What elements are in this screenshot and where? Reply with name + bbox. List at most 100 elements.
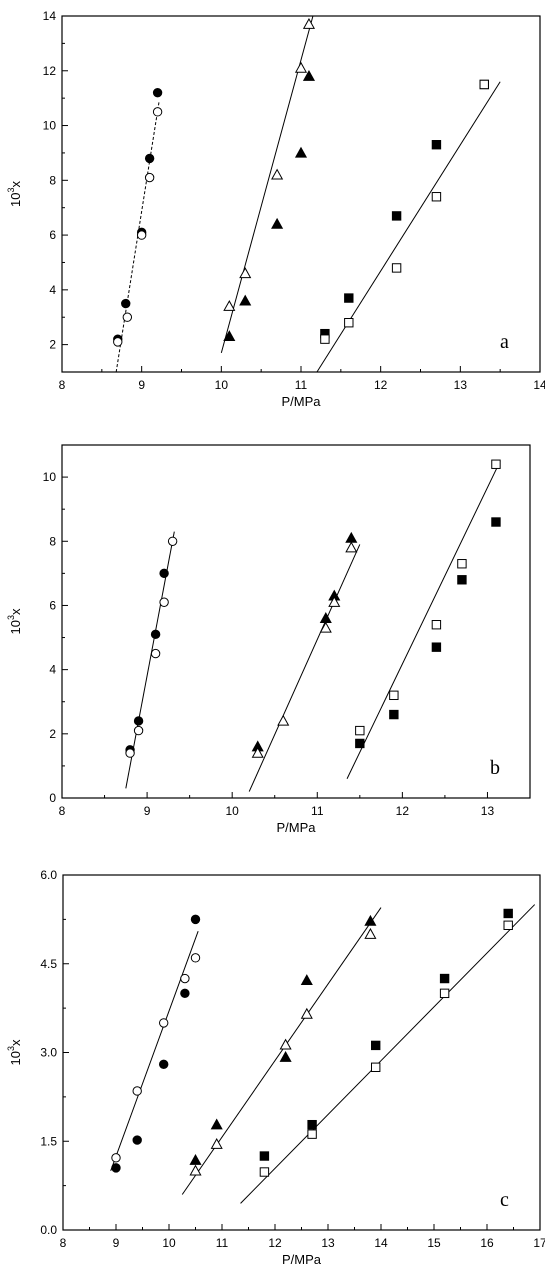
data-point-triangle-filled — [294, 146, 308, 158]
data-point-triangle-open — [302, 17, 316, 29]
x-tick-label: 17 — [533, 1236, 545, 1250]
fit-line — [110, 931, 199, 1172]
data-point-triangle-filled — [271, 217, 284, 229]
data-point-circle-filled — [159, 1059, 169, 1070]
data-point-triangle-open — [279, 1038, 292, 1050]
x-tick-label: 12 — [396, 804, 410, 818]
data-point-circle-filled — [152, 87, 163, 98]
data-point-circle-open — [152, 107, 163, 117]
data-point-circle-open — [113, 337, 123, 347]
data-point-square-open — [491, 459, 501, 469]
data-point-square-open — [503, 920, 513, 930]
y-tick-label: 12 — [43, 64, 57, 78]
y-tick-label: 1.5 — [40, 1134, 57, 1148]
y-axis-title: 103x — [6, 181, 23, 207]
y-tick-label: 8 — [49, 173, 56, 187]
y-tick-label: 0 — [49, 791, 56, 805]
y-tick-label: 2 — [49, 727, 56, 741]
data-point-square-filled — [431, 642, 442, 652]
data-point-square-open — [355, 725, 365, 736]
x-tick-label: 11 — [295, 378, 308, 392]
data-point-triangle-filled — [319, 612, 332, 623]
data-point-square-open — [431, 192, 442, 202]
fit-line — [248, 544, 361, 792]
data-point-circle-open — [132, 1086, 142, 1096]
y-tick-label: 8 — [49, 534, 56, 548]
x-tick-label: 8 — [59, 804, 66, 818]
plot-frame — [62, 874, 541, 1231]
data-point-square-open — [457, 559, 467, 569]
x-tick-label: 9 — [113, 1236, 120, 1250]
x-axis-title: P/MPa — [281, 394, 321, 409]
y-axis-title-exponent: 3 — [6, 615, 16, 620]
data-point-square-open — [320, 334, 330, 344]
data-point-square-filled — [259, 1151, 270, 1161]
data-point-triangle-filled — [189, 1153, 202, 1165]
x-tick-label: 11 — [216, 1236, 229, 1250]
data-point-triangle-open — [251, 746, 264, 758]
data-point-triangle-open — [210, 1137, 223, 1149]
data-point-triangle-open — [223, 300, 236, 311]
data-point-square-filled — [439, 973, 450, 984]
data-point-circle-open — [111, 1153, 121, 1163]
data-point-triangle-filled — [300, 974, 313, 985]
y-axis-title-base: 10 — [8, 1051, 23, 1065]
panel-letter: a — [500, 331, 509, 353]
y-tick-label: 14 — [43, 9, 57, 23]
x-tick-label: 9 — [144, 804, 151, 818]
data-point-circle-open — [144, 172, 155, 183]
data-point-square-open — [259, 1167, 270, 1177]
data-point-circle-filled — [133, 716, 144, 726]
data-point-square-open — [389, 690, 399, 701]
x-axis-title: P/MPa — [282, 1252, 322, 1267]
x-tick-label: 13 — [481, 804, 495, 818]
x-tick-label: 14 — [374, 1236, 388, 1250]
y-axis-title-exponent: 3 — [6, 1046, 16, 1051]
y-axis-title-base: 10 — [8, 193, 23, 207]
data-point-triangle-filled — [302, 70, 316, 81]
y-tick-label: 0.0 — [40, 1223, 57, 1237]
y-axis-title: 103x — [6, 608, 23, 634]
data-point-circle-filled — [190, 914, 201, 925]
x-tick-label: 13 — [321, 1236, 335, 1250]
data-point-square-open — [391, 263, 402, 273]
data-point-triangle-filled — [223, 330, 236, 342]
data-point-triangle-open — [294, 61, 308, 73]
y-tick-label: 6 — [49, 598, 56, 612]
x-tick-label: 12 — [374, 378, 388, 392]
data-point-square-filled — [355, 738, 365, 749]
data-point-circle-filled — [159, 568, 169, 579]
data-point-circle-open — [133, 725, 144, 736]
data-point-triangle-open — [364, 927, 377, 939]
data-point-triangle-filled — [239, 294, 252, 306]
data-point-circle-open — [167, 536, 178, 546]
y-tick-label: 4.5 — [40, 957, 57, 971]
data-point-triangle-open — [345, 541, 358, 553]
data-point-triangle-open — [271, 168, 284, 180]
y-axis-title-suffix: x — [8, 181, 23, 188]
data-point-circle-open — [122, 312, 133, 322]
data-point-circle-filled — [150, 629, 161, 640]
x-tick-label: 8 — [59, 378, 66, 392]
y-axis-title-suffix: x — [8, 608, 23, 615]
x-tick-label: 16 — [480, 1236, 494, 1250]
y-tick-label: 6 — [49, 228, 56, 242]
panel-letter: c — [500, 1189, 509, 1211]
data-point-square-open — [344, 318, 354, 328]
data-point-square-filled — [344, 293, 354, 303]
data-point-square-filled — [391, 211, 402, 221]
data-point-triangle-open — [189, 1164, 202, 1176]
data-point-square-filled — [307, 1119, 317, 1130]
data-point-square-open — [307, 1129, 317, 1139]
x-tick-label: 11 — [311, 804, 324, 818]
y-tick-label: 4 — [49, 663, 56, 677]
data-point-triangle-filled — [345, 531, 358, 543]
data-point-triangle-open — [319, 621, 332, 633]
data-point-square-filled — [457, 575, 467, 585]
y-tick-label: 3.0 — [40, 1046, 57, 1060]
x-tick-label: 12 — [268, 1236, 282, 1250]
fit-line — [316, 81, 501, 373]
y-axis-title: 103x — [6, 1039, 23, 1065]
